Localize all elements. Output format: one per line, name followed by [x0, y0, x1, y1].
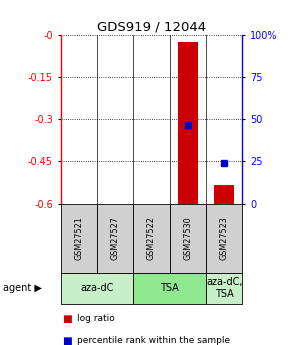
Text: GSM27523: GSM27523 [220, 216, 229, 260]
Text: ■: ■ [62, 336, 72, 345]
Bar [170, 204, 206, 273]
Text: TSA: TSA [160, 283, 179, 293]
Bar [97, 204, 133, 273]
Text: ■: ■ [62, 314, 72, 324]
Text: GSM27530: GSM27530 [183, 216, 192, 260]
Bar [133, 204, 170, 273]
Title: GDS919 / 12044: GDS919 / 12044 [97, 20, 206, 33]
Bar [206, 273, 242, 304]
Text: GSM27527: GSM27527 [111, 216, 120, 260]
Bar [206, 204, 242, 273]
Bar [133, 273, 206, 304]
Bar [61, 204, 97, 273]
Text: aza-dC: aza-dC [80, 283, 114, 293]
Text: log ratio: log ratio [77, 314, 115, 323]
Bar [214, 185, 234, 204]
Bar [61, 273, 133, 304]
Text: agent ▶: agent ▶ [3, 283, 42, 293]
Bar [178, 41, 198, 204]
Text: percentile rank within the sample: percentile rank within the sample [77, 336, 230, 345]
Text: aza-dC,
TSA: aza-dC, TSA [206, 277, 242, 299]
Text: GSM27521: GSM27521 [74, 216, 83, 260]
Text: GSM27522: GSM27522 [147, 216, 156, 260]
